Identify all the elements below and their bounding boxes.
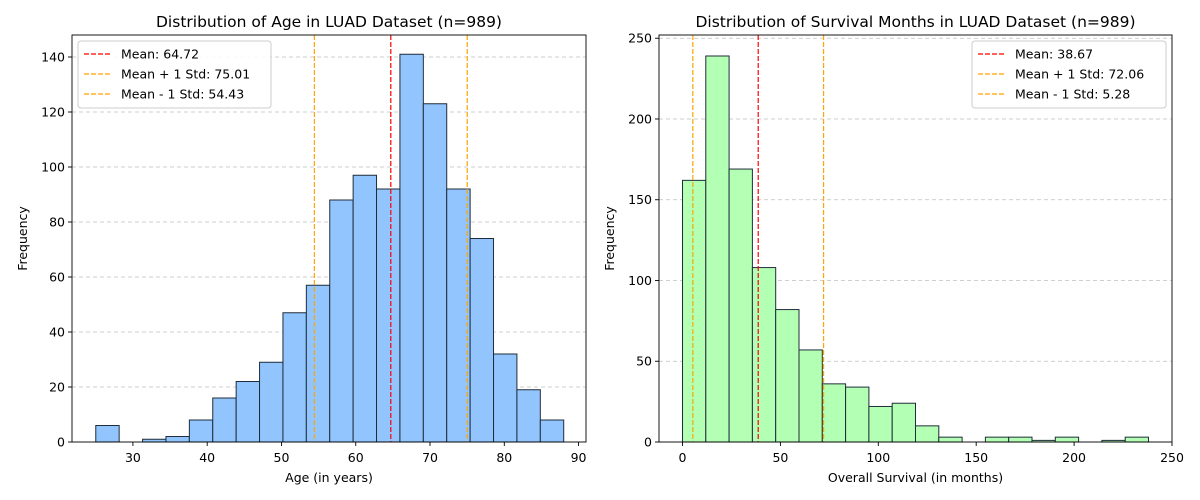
legend-entry: Mean: 64.72 <box>121 47 199 62</box>
histogram-bar <box>681 179 707 443</box>
histogram-bar <box>1124 436 1150 443</box>
y-tick-label: 100 <box>628 273 652 288</box>
histogram-bar <box>868 405 893 443</box>
histogram-bar <box>728 168 753 443</box>
legend-entry: Mean - 1 Std: 5.28 <box>1015 87 1130 102</box>
x-tick-label: 30 <box>125 450 141 465</box>
histogram-bar <box>984 436 1010 443</box>
y-tick-label: 250 <box>628 31 652 46</box>
x-tick-label: 40 <box>199 450 215 465</box>
histogram-bar <box>775 309 800 443</box>
histogram-bar <box>891 402 917 443</box>
x-axis-label: Age (in years) <box>285 470 373 485</box>
chart-title: Distribution of Age in LUAD Dataset (n=9… <box>156 13 502 31</box>
x-tick-label: 70 <box>422 450 438 465</box>
y-tick-label: 100 <box>41 160 65 175</box>
x-tick-label: 60 <box>348 450 364 465</box>
histogram-bar <box>329 199 354 443</box>
y-tick-label: 0 <box>644 435 652 450</box>
histogram-bar <box>938 436 963 443</box>
histogram-bar <box>1008 436 1033 443</box>
histogram-bar <box>821 383 847 443</box>
x-tick-label: 80 <box>496 450 512 465</box>
histogram-bar <box>422 103 448 443</box>
legend: Mean: 64.72 Mean + 1 Std: 75.01 Mean - 1 S… <box>77 40 272 109</box>
x-tick-label: 50 <box>772 450 788 465</box>
x-tick-label: 200 <box>1062 450 1086 465</box>
histogram-bar <box>915 425 940 443</box>
histogram-bar <box>188 419 214 443</box>
histogram-bar <box>751 267 777 443</box>
histogram-bar <box>282 312 307 443</box>
legend: Mean: 38.67 Mean + 1 Std: 72.06 Mean - 1 S… <box>971 40 1167 109</box>
chart-title: Distribution of Survival Months in LUAD … <box>695 13 1135 31</box>
plot-frame <box>658 34 1173 443</box>
histogram-bar <box>165 436 190 443</box>
y-tick-label: 40 <box>49 325 65 340</box>
histogram-bar <box>493 353 518 443</box>
histogram-bar <box>446 188 471 443</box>
legend-entry: Mean: 38.67 <box>1015 47 1093 62</box>
y-tick-label: 0 <box>57 435 65 450</box>
age-histogram-chart: 0 20 40 60 80 100 120 140 30 40 50 60 70 80 90 Distribu… <box>15 13 587 485</box>
histogram-bar <box>469 238 495 443</box>
histogram-bar <box>516 389 541 443</box>
histogram-bar <box>1054 436 1080 443</box>
y-tick-label: 150 <box>628 192 652 207</box>
y-tick-label: 50 <box>636 354 652 369</box>
x-tick-label: 250 <box>1160 450 1184 465</box>
legend-box <box>971 40 1167 109</box>
histogram-bar <box>259 361 284 443</box>
x-tick-label: 90 <box>571 450 587 465</box>
histogram-bar <box>235 381 261 443</box>
histogram-bar <box>539 419 565 443</box>
y-axis-label: Frequency <box>602 206 617 271</box>
y-tick-label: 60 <box>49 270 65 285</box>
x-axis-label: Overall Survival (in months) <box>828 470 1003 485</box>
y-tick-label: 140 <box>41 50 65 65</box>
histogram-bar <box>305 284 331 443</box>
y-tick-label: 120 <box>41 105 65 120</box>
legend-box <box>77 40 272 109</box>
y-tick-label: 80 <box>49 215 65 230</box>
histogram-bar <box>845 386 870 443</box>
histogram-bar <box>798 349 823 443</box>
histogram-bar <box>352 174 378 443</box>
y-tick-label: 200 <box>628 111 652 126</box>
histogram-bar <box>95 425 120 443</box>
histogram-bar <box>399 53 424 443</box>
legend-entry: Mean - 1 Std: 54.43 <box>121 87 244 102</box>
x-tick-label: 150 <box>964 450 988 465</box>
x-tick-label: 50 <box>274 450 290 465</box>
histogram-bar <box>705 55 730 443</box>
x-tick-label: 100 <box>866 450 890 465</box>
histogram-bar <box>376 188 401 443</box>
x-tick-label: 0 <box>679 450 687 465</box>
histogram-bar <box>212 397 237 443</box>
legend-entry: Mean + 1 Std: 75.01 <box>121 67 250 82</box>
plot-frame <box>71 34 587 443</box>
survival-histogram-chart: 0 50 100 150 200 250 0 50 100 150 200 250 Distributi… <box>602 13 1184 485</box>
y-tick-label: 20 <box>49 380 65 395</box>
y-axis-label: Frequency <box>15 206 30 271</box>
legend-entry: Mean + 1 Std: 72.06 <box>1015 67 1144 82</box>
